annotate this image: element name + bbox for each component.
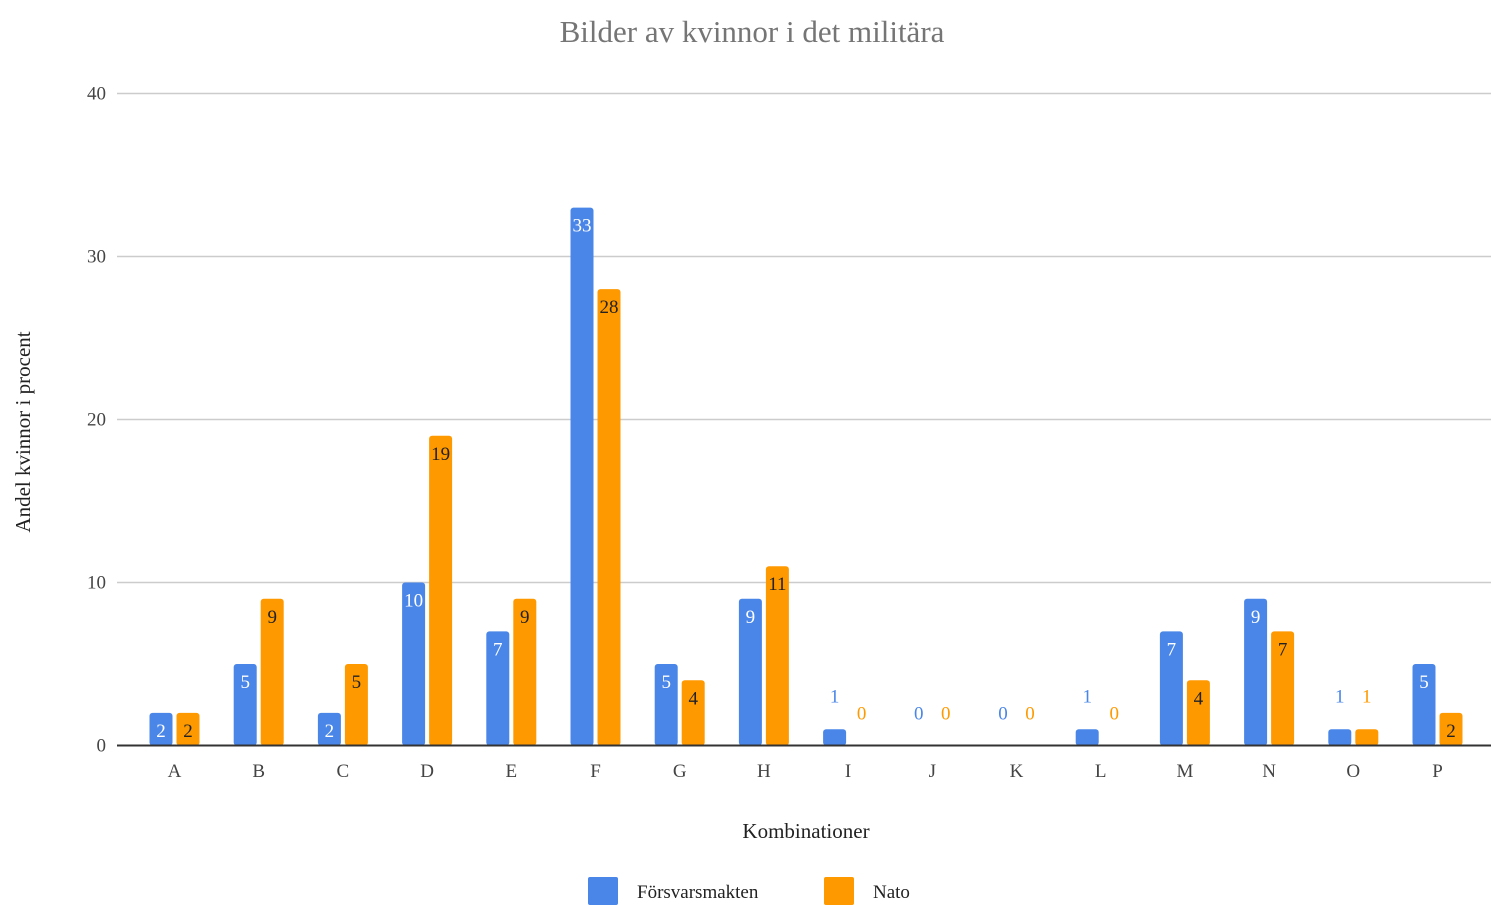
x-tick-label: D bbox=[420, 761, 434, 782]
bar bbox=[1412, 664, 1436, 746]
data-label: 4 bbox=[1194, 688, 1204, 709]
bar bbox=[654, 664, 678, 746]
data-label: 4 bbox=[688, 688, 698, 709]
bar bbox=[233, 664, 257, 746]
data-label: 0 bbox=[998, 704, 1008, 725]
data-label: 9 bbox=[520, 607, 530, 628]
data-label: 5 bbox=[661, 672, 671, 693]
legend-label: Nato bbox=[873, 882, 910, 903]
data-label: 9 bbox=[267, 607, 277, 628]
data-label: 2 bbox=[183, 721, 193, 742]
bars bbox=[149, 207, 1463, 746]
x-tick-label: M bbox=[1176, 761, 1193, 782]
bar bbox=[260, 598, 284, 746]
bar bbox=[1075, 729, 1099, 746]
y-axis-ticks: 0 10 20 30 40 bbox=[87, 84, 106, 757]
data-label: 1 bbox=[1335, 687, 1345, 708]
bar bbox=[1186, 680, 1210, 746]
bar bbox=[176, 712, 200, 746]
data-label: 10 bbox=[404, 591, 423, 612]
data-label: 2 bbox=[1446, 721, 1456, 742]
x-tick-label: K bbox=[1010, 761, 1024, 782]
y-tick-label: 20 bbox=[87, 410, 106, 431]
data-label: 5 bbox=[352, 672, 362, 693]
data-label: 0 bbox=[1025, 704, 1035, 725]
x-tick-label: G bbox=[673, 761, 687, 782]
x-tick-label: B bbox=[252, 761, 265, 782]
data-label: 1 bbox=[1082, 687, 1092, 708]
data-label: 5 bbox=[1419, 672, 1429, 693]
legend-swatch bbox=[824, 877, 854, 905]
data-label: 9 bbox=[1251, 607, 1261, 628]
data-label: 0 bbox=[914, 704, 924, 725]
bar bbox=[681, 680, 705, 746]
x-tick-label: C bbox=[337, 761, 350, 782]
y-tick-label: 40 bbox=[87, 84, 106, 105]
data-label: 28 bbox=[600, 297, 619, 318]
data-label: 33 bbox=[573, 216, 592, 237]
data-label: 11 bbox=[768, 574, 786, 595]
chart-title: Bilder av kvinnor i det militära bbox=[560, 14, 945, 49]
x-tick-label: J bbox=[929, 761, 936, 782]
data-label: 1 bbox=[1362, 687, 1372, 708]
bar bbox=[317, 712, 341, 746]
x-axis-title: Kombinationer bbox=[742, 819, 869, 843]
bar bbox=[402, 582, 426, 746]
data-label: 0 bbox=[941, 704, 951, 725]
x-tick-label: L bbox=[1095, 761, 1107, 782]
data-label: 5 bbox=[240, 672, 250, 693]
legend-label: Försvarsmakten bbox=[637, 882, 759, 903]
data-label: 1 bbox=[830, 687, 840, 708]
data-label: 7 bbox=[493, 639, 503, 660]
bar bbox=[1244, 598, 1268, 746]
gridlines bbox=[117, 92, 1491, 584]
legend-swatch bbox=[588, 877, 618, 905]
data-label: 19 bbox=[431, 444, 450, 465]
bar bbox=[738, 598, 762, 746]
bar bbox=[765, 566, 789, 746]
x-tick-label: H bbox=[757, 761, 771, 782]
bar bbox=[429, 435, 453, 746]
data-label: 7 bbox=[1278, 639, 1288, 660]
y-tick-label: 30 bbox=[87, 247, 106, 268]
bar bbox=[1439, 712, 1463, 746]
bar bbox=[149, 712, 173, 746]
data-label: 0 bbox=[1109, 704, 1119, 725]
x-tick-label: P bbox=[1432, 761, 1443, 782]
y-axis-title: Andel kvinnor i procent bbox=[11, 331, 35, 532]
bar bbox=[1159, 631, 1183, 746]
data-label: 2 bbox=[156, 721, 166, 742]
bar bbox=[823, 729, 847, 746]
x-tick-label: E bbox=[505, 761, 517, 782]
bar bbox=[1355, 729, 1379, 746]
y-tick-label: 0 bbox=[97, 736, 107, 757]
data-label: 2 bbox=[325, 721, 335, 742]
data-label: 9 bbox=[746, 607, 756, 628]
bar bbox=[1328, 729, 1352, 746]
data-label: 7 bbox=[1167, 639, 1177, 660]
bar bbox=[486, 631, 510, 746]
legend: Försvarsmakten Nato bbox=[588, 877, 910, 905]
x-tick-label: N bbox=[1262, 761, 1276, 782]
x-tick-label: I bbox=[845, 761, 851, 782]
y-tick-label: 10 bbox=[87, 573, 106, 594]
data-label: 0 bbox=[857, 704, 867, 725]
bar bbox=[597, 289, 621, 746]
x-tick-label: A bbox=[168, 761, 182, 782]
bar bbox=[1271, 631, 1295, 746]
bar bbox=[513, 598, 537, 746]
x-tick-label: O bbox=[1346, 761, 1360, 782]
x-axis-ticks: A B C D E F G H I J K L M N O P bbox=[168, 761, 1443, 782]
bar bbox=[570, 207, 594, 746]
x-tick-label: F bbox=[590, 761, 601, 782]
bar bbox=[344, 664, 368, 746]
